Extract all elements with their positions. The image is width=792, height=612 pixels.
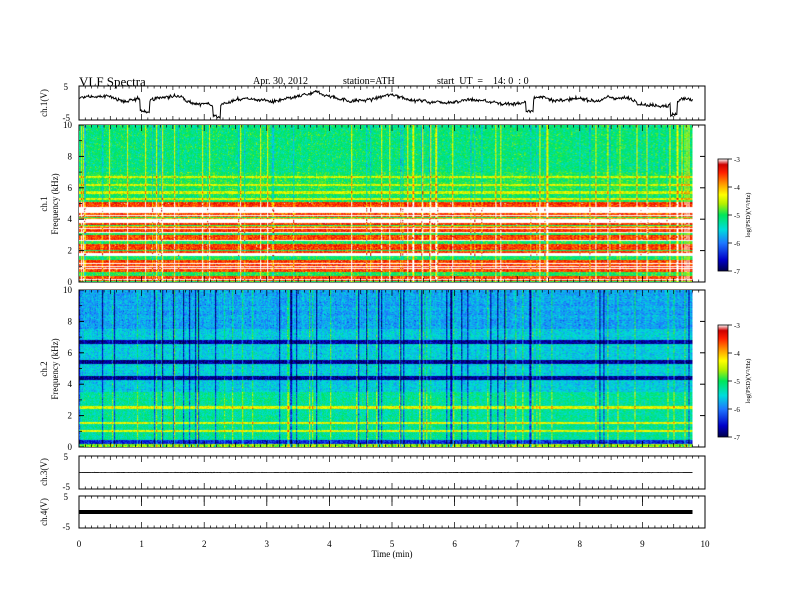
ch1-freq-tick-label: 6 <box>68 183 73 193</box>
time-tick-label: 3 <box>265 539 270 549</box>
ch2-spectrogram-panel: 0 2 4 6 8 10 ch.2 Frequency (kHz) <box>39 285 706 452</box>
ch4-ylabel: ch.4(V) <box>39 498 49 526</box>
time-tick-label: 0 <box>77 539 82 549</box>
ch2-colorbar: -3 -4 -5 -6 -7 log(PSD)(V²/Hz) <box>717 322 752 442</box>
station-label: station=ATH <box>343 76 395 87</box>
colorbar-tick-label: -4 <box>734 184 740 192</box>
time-tick-label: 6 <box>452 539 457 549</box>
colorbar-tick-label: -4 <box>734 350 740 358</box>
ch2-freq-tick-label: 8 <box>68 316 73 326</box>
colorbar-tick-label: -5 <box>734 378 740 386</box>
ch1-spectrogram-image <box>79 125 693 282</box>
colorbar-tick-label: -6 <box>734 406 740 414</box>
figure-header: VLF Spectra Apr. 30, 2012 station=ATH st… <box>0 0 792 90</box>
ch1-ytick-top: 5 <box>64 82 69 92</box>
ch2-freq-axis: 0 2 4 6 8 10 <box>63 285 705 452</box>
time-tick-label: 5 <box>390 539 395 549</box>
ch1-ytick-bottom: -5 <box>63 113 71 123</box>
ch3-waveform-line <box>78 471 693 474</box>
ch4-ytick-bottom: -5 <box>63 522 71 532</box>
ch1-freq-tick-label: 4 <box>68 214 73 224</box>
ch1-spectrogram-panel: 0 2 4 6 8 10 ch.1 Frequency (kHz) <box>39 120 706 287</box>
ch4-waveform-line <box>79 510 693 514</box>
ch1-ylabel: ch.1(V) <box>39 89 49 117</box>
figure-title: VLF Spectra <box>79 74 146 89</box>
ch2-freq-tick-label: 10 <box>63 285 73 295</box>
ch3-ytick-bottom: -5 <box>63 482 71 492</box>
time-axis-ticks <box>78 86 706 528</box>
ch4-ytick-top: 5 <box>64 492 69 502</box>
ch1-freq-tick-label: 0 <box>68 277 73 287</box>
ch3-ytick-top: 5 <box>64 452 69 462</box>
ch1-freq-axis: 0 2 4 6 8 10 <box>63 120 705 287</box>
ch1-freq-tick-label: 8 <box>68 151 73 161</box>
colorbar-tick-label: -7 <box>734 434 740 442</box>
ch2-freq-tick-label: 4 <box>68 379 73 389</box>
ch2-colorbar-ticks: -3 -4 -5 -6 -7 <box>728 322 740 442</box>
ch1-spectrogram-channel: ch.1 <box>39 196 49 211</box>
time-tick-label: 4 <box>327 539 332 549</box>
ch2-spectrogram-image <box>79 290 693 447</box>
ch3-ylabel: ch.3(V) <box>39 458 49 486</box>
time-tick-label: 2 <box>202 539 207 549</box>
ch1-colorbar-scale <box>717 158 729 272</box>
ch1-colorbar-label: log(PSD)(V²/Hz) <box>745 193 752 238</box>
date-label: Apr. 30, 2012 <box>253 76 308 87</box>
time-axis: 0 1 2 3 4 5 6 7 8 9 10 <box>77 539 710 549</box>
ch2-freq-tick-label: 6 <box>68 348 73 358</box>
ch1-freq-tick-label: 2 <box>68 246 73 256</box>
ch1-spectrogram-ylabel: Frequency (kHz) <box>50 173 60 234</box>
ch2-freq-tick-label: 0 <box>68 442 73 452</box>
colorbar-tick-label: -5 <box>734 212 740 220</box>
start-time-label: start UT = 14: 0 : 0 <box>437 76 529 87</box>
ch1-waveform-line <box>78 89 693 120</box>
ch1-colorbar: -3 -4 -5 -6 -7 log(PSD)(V²/Hz) <box>717 156 752 276</box>
time-tick-label: 7 <box>515 539 520 549</box>
ch2-freq-tick-label: 2 <box>68 411 73 421</box>
ch2-colorbar-scale <box>717 324 729 438</box>
colorbar-tick-label: -7 <box>734 268 740 276</box>
time-tick-label: 10 <box>701 539 711 549</box>
ch2-colorbar-label: log(PSD)(V²/Hz) <box>745 359 752 404</box>
ch1-freq-tick-label: 10 <box>63 120 73 130</box>
time-tick-label: 9 <box>640 539 645 549</box>
colorbar-tick-label: -6 <box>734 240 740 248</box>
colorbar-tick-label: -3 <box>734 322 740 330</box>
time-axis-label: Time (min) <box>372 549 413 559</box>
ch2-spectrogram-ylabel: Frequency (kHz) <box>50 338 60 399</box>
time-tick-label: 8 <box>578 539 583 549</box>
colorbar-tick-label: -3 <box>734 156 740 164</box>
ch2-spectrogram-channel: ch.2 <box>39 361 49 376</box>
ch1-colorbar-ticks: -3 -4 -5 -6 -7 <box>728 156 740 276</box>
time-tick-label: 1 <box>139 539 144 549</box>
